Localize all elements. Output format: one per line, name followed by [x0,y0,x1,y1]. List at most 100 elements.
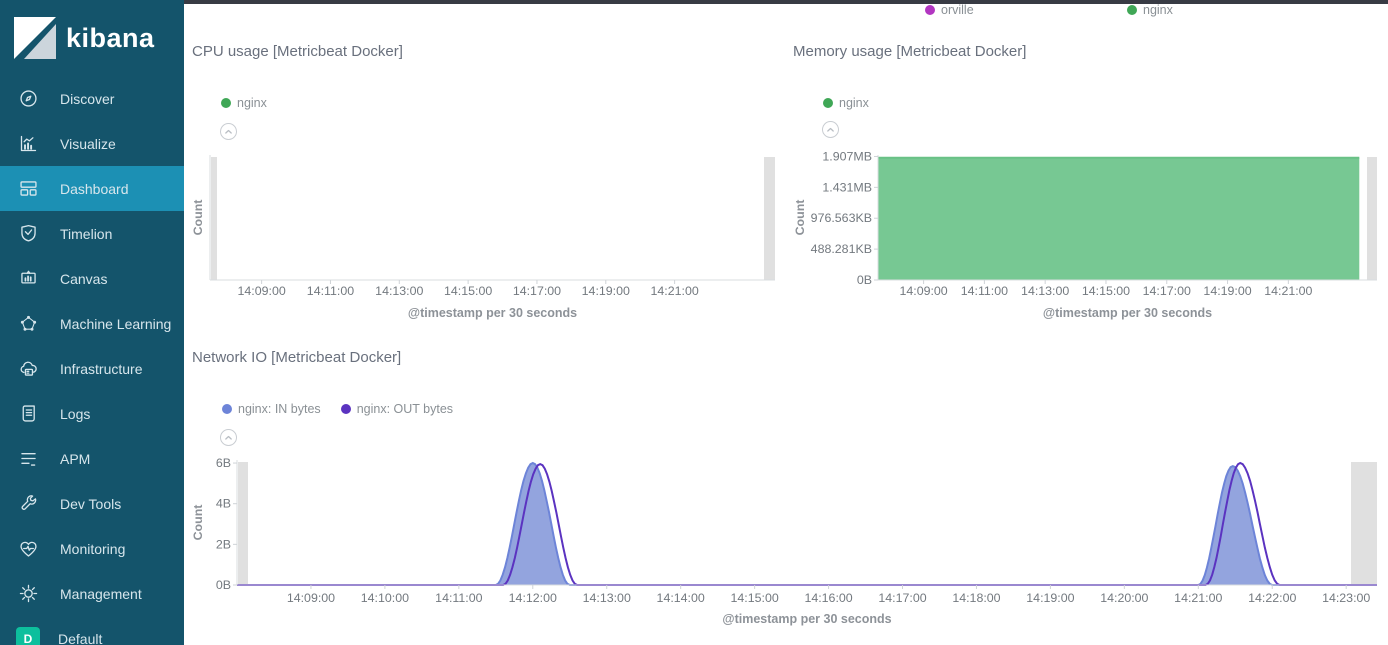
sidebar-item-default-space[interactable]: D Default [0,616,184,645]
svg-text:14:15:00: 14:15:00 [444,284,492,298]
dashboard-content: orville nginx CPU usage [Metricbeat Dock… [184,0,1388,645]
network-legend-item-in-bytes[interactable]: nginx: IN bytes [238,402,321,416]
chevron-up-icon [225,435,232,440]
svg-text:14:09:00: 14:09:00 [287,591,335,605]
svg-text:14:13:00: 14:13:00 [375,284,423,298]
memory-chart[interactable]: 14:09:00 14:11:00 14:13:00 14:15:00 14:17:00… [790,148,1388,326]
sidebar-item-canvas[interactable]: Canvas [0,256,184,301]
bar-chart-icon [18,133,39,154]
svg-text:14:15:00: 14:15:00 [1082,284,1130,298]
sidebar-item-logs[interactable]: Logs [0,391,184,436]
sidebar-item-timelion[interactable]: Timelion [0,211,184,256]
svg-text:14:11:00: 14:11:00 [961,284,1008,298]
sidebar-item-label: Dev Tools [60,495,122,512]
svg-text:14:17:00: 14:17:00 [878,591,926,605]
cloud-server-icon [18,358,39,379]
compass-icon [18,88,39,109]
svg-text:14:18:00: 14:18:00 [952,591,1000,605]
sidebar-item-management[interactable]: Management [0,571,184,616]
cpu-legend-item-nginx[interactable]: nginx [221,96,267,110]
legend-item-orville[interactable]: orville [925,3,974,17]
legend-label: nginx [839,96,869,110]
svg-text:14:19:00: 14:19:00 [1203,284,1251,298]
svg-text:14:19:00: 14:19:00 [1026,591,1074,605]
svg-text:488.281KB: 488.281KB [811,242,872,256]
svg-text:Count: Count [793,200,807,236]
cpu-legend-collapse-button[interactable] [220,123,237,140]
sidebar-item-label: Infrastructure [60,360,143,377]
legend-label: nginx [237,96,267,110]
sidebar-item-label: Management [60,585,142,602]
network-legend-collapse-button[interactable] [220,429,237,446]
memory-legend-item-nginx[interactable]: nginx [823,96,869,110]
svg-text:14:23:00: 14:23:00 [1322,591,1370,605]
svg-text:14:17:00: 14:17:00 [513,284,561,298]
sidebar-item-dashboard[interactable]: Dashboard [0,166,184,211]
sidebar-item-label: Default [58,630,103,645]
sidebar-nav: Discover Visualize Dashboard Timelion Ca… [0,76,184,645]
sidebar-item-label: Visualize [60,135,116,152]
sidebar-item-visualize[interactable]: Visualize [0,121,184,166]
sidebar-item-apm[interactable]: APM [0,436,184,481]
cpu-x-axis-title: @timestamp per 30 seconds [407,306,578,320]
svg-text:14:16:00: 14:16:00 [804,591,852,605]
kibana-logo[interactable]: kibana [0,0,184,76]
sidebar-item-label: Canvas [60,270,108,287]
panel-title-cpu: CPU usage [Metricbeat Docker] [192,43,403,60]
sidebar-item-label: Discover [60,90,115,107]
svg-text:0B: 0B [857,273,872,287]
network-legend-item-out-bytes[interactable]: nginx: OUT bytes [356,402,454,416]
panel-title-memory: Memory usage [Metricbeat Docker] [793,43,1027,60]
svg-text:14:17:00: 14:17:00 [1143,284,1191,298]
gear-icon [18,583,39,604]
legend-dot [340,404,351,414]
chevron-up-icon [827,127,834,132]
shield-chart-icon [18,223,39,244]
svg-text:14:15:00: 14:15:00 [731,591,779,605]
svg-text:14:20:00: 14:20:00 [1100,591,1148,605]
svg-text:Count: Count [191,200,205,236]
sidebar-item-dev-tools[interactable]: Dev Tools [0,481,184,526]
svg-text:14:21:00: 14:21:00 [651,284,699,298]
svg-text:14:14:00: 14:14:00 [657,591,705,605]
svg-text:14:13:00: 14:13:00 [583,591,631,605]
legend-label: orville [941,3,974,17]
space-default-icon: D [16,626,40,645]
svg-text:14:12:00: 14:12:00 [509,591,557,605]
sidebar-item-infrastructure[interactable]: Infrastructure [0,346,184,391]
svg-text:14:19:00: 14:19:00 [582,284,630,298]
kibana-logo-text: kibana [66,22,155,53]
sidebar-item-discover[interactable]: Discover [0,76,184,121]
cpu-chart[interactable]: 14:09:00 14:11:00 14:13:00 14:15:00 14:17:00… [190,148,782,326]
legend-dot [1127,5,1137,15]
svg-text:14:10:00: 14:10:00 [361,591,409,605]
network-legend: nginx: IN bytes nginx: OUT bytes [222,402,453,416]
legend-label: nginx [1143,3,1173,17]
memory-legend-collapse-button[interactable] [822,121,839,138]
legend-dot [221,98,231,108]
legend-dot [925,5,935,15]
svg-text:14:21:00: 14:21:00 [1174,591,1222,605]
svg-text:Count: Count [191,505,205,541]
svg-text:14:11:00: 14:11:00 [435,591,482,605]
network-x-axis-title: @timestamp per 30 seconds [722,612,892,626]
svg-text:1.907MB: 1.907MB [822,149,872,163]
svg-text:14:09:00: 14:09:00 [238,284,286,298]
legend-item-nginx-top[interactable]: nginx [1127,3,1173,17]
wrench-icon [18,493,39,514]
node-network-icon [18,313,39,334]
svg-text:4B: 4B [216,497,231,511]
sidebar: kibana Discover Visualize Dashboard Time… [0,0,184,645]
svg-text:976.563KB: 976.563KB [811,211,872,225]
svg-text:2B: 2B [216,537,231,551]
kibana-logo-icon [14,17,56,59]
network-chart[interactable]: 14:09:00 14:10:00 14:11:00 14:12:00 14:13:00… [190,452,1388,634]
svg-text:14:22:00: 14:22:00 [1248,591,1296,605]
sidebar-item-label: Logs [60,405,91,422]
top-divider [184,0,1388,4]
sidebar-item-machine-learning[interactable]: Machine Learning [0,301,184,346]
sidebar-item-monitoring[interactable]: Monitoring [0,526,184,571]
svg-text:14:11:00: 14:11:00 [307,284,354,298]
sidebar-item-label: Machine Learning [60,315,172,332]
